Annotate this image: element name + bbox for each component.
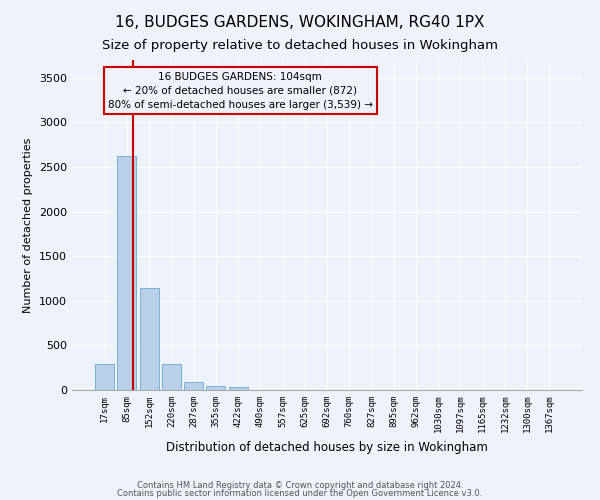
Bar bbox=[162, 364, 181, 390]
Text: Contains public sector information licensed under the Open Government Licence v3: Contains public sector information licen… bbox=[118, 489, 482, 498]
Text: 16, BUDGES GARDENS, WOKINGHAM, RG40 1PX: 16, BUDGES GARDENS, WOKINGHAM, RG40 1PX bbox=[115, 15, 485, 30]
Bar bbox=[95, 364, 114, 390]
Bar bbox=[229, 388, 248, 390]
Bar bbox=[184, 382, 203, 390]
Y-axis label: Number of detached properties: Number of detached properties bbox=[23, 138, 34, 312]
X-axis label: Distribution of detached houses by size in Wokingham: Distribution of detached houses by size … bbox=[166, 441, 488, 454]
Text: 16 BUDGES GARDENS: 104sqm
← 20% of detached houses are smaller (872)
80% of semi: 16 BUDGES GARDENS: 104sqm ← 20% of detac… bbox=[108, 72, 373, 110]
Text: Contains HM Land Registry data © Crown copyright and database right 2024.: Contains HM Land Registry data © Crown c… bbox=[137, 480, 463, 490]
Bar bbox=[118, 156, 136, 390]
Text: Size of property relative to detached houses in Wokingham: Size of property relative to detached ho… bbox=[102, 39, 498, 52]
Bar bbox=[140, 288, 158, 390]
Bar bbox=[206, 386, 225, 390]
